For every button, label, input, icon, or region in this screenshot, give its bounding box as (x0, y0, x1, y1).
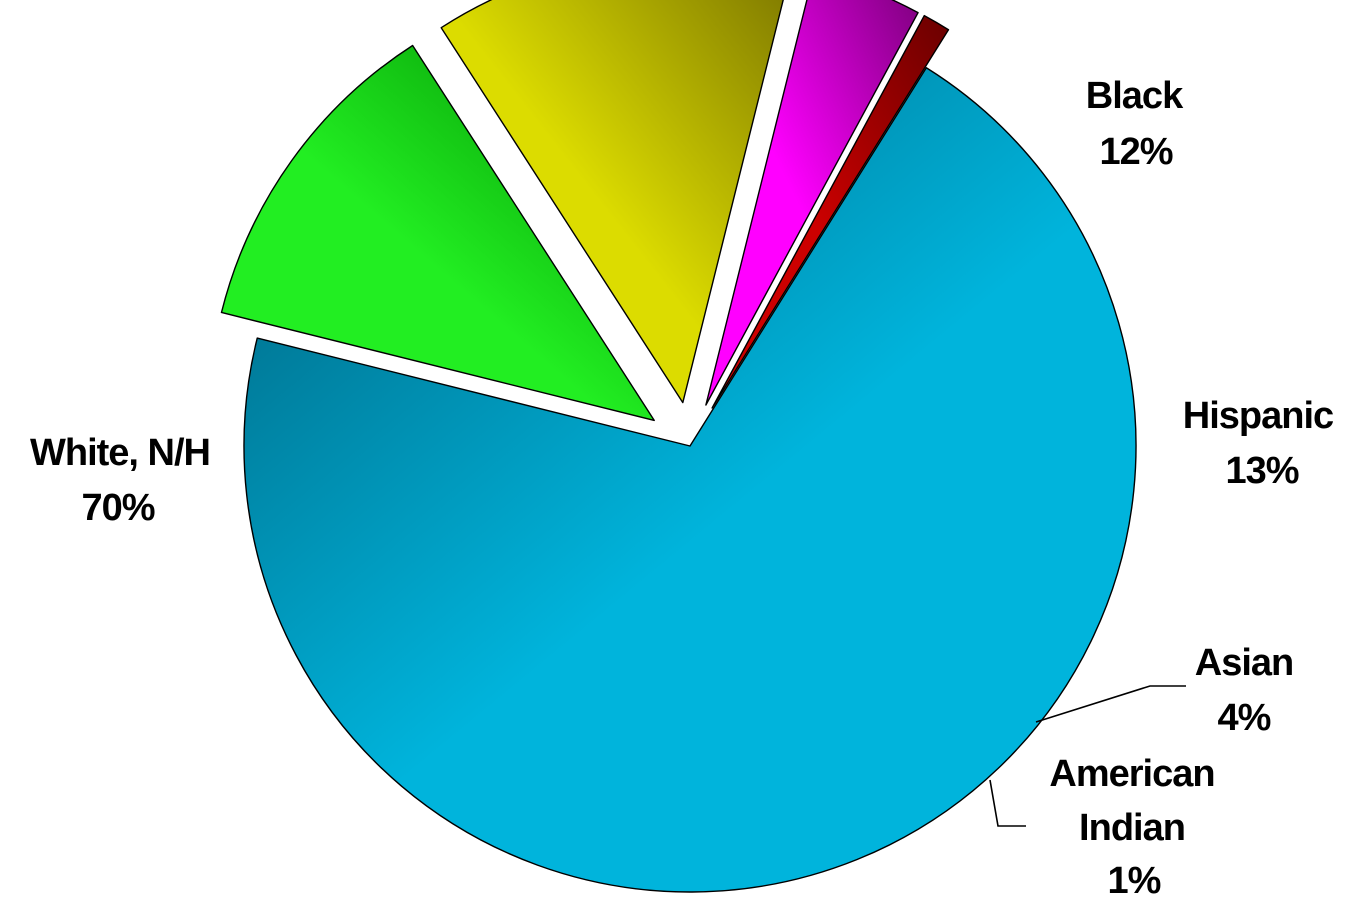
label-american-indian-percent: 1% (1108, 860, 1161, 897)
label-asian-name: Asian (1195, 642, 1293, 684)
label-hispanic-name: Hispanic (1183, 395, 1334, 437)
label-asian-percent: 4% (1218, 697, 1271, 739)
label-white-percent: 70% (81, 487, 154, 529)
pie-wedges (221, 0, 1136, 892)
label-american-indian-name-1: American (1049, 753, 1214, 795)
label-hispanic-percent: 13% (1225, 450, 1298, 492)
american-indian-leader-line (990, 780, 1026, 826)
label-black-percent: 12% (1099, 131, 1172, 173)
label-american-indian-name-2: Indian (1079, 807, 1185, 849)
label-black-name: Black (1086, 75, 1184, 117)
label-white-name: White, N/H (30, 432, 210, 474)
